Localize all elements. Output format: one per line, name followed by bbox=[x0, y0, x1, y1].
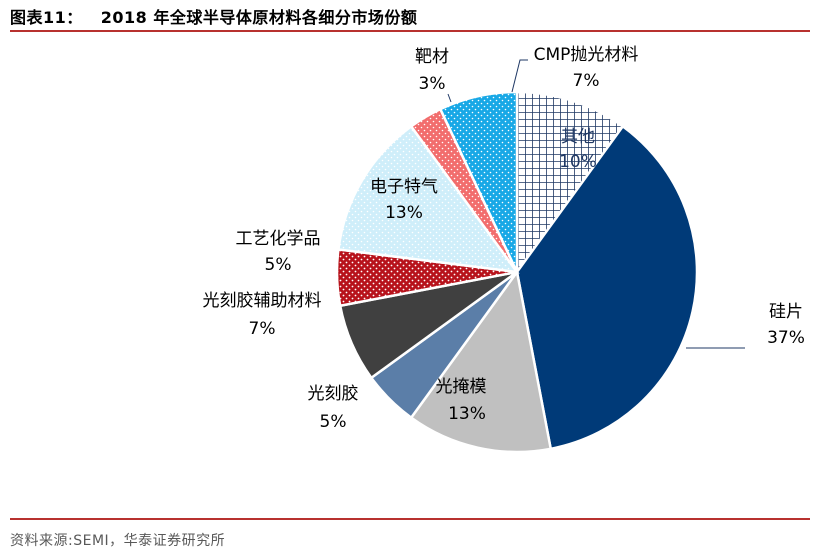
leader-line-8 bbox=[447, 93, 452, 103]
slice-value-label: 13% bbox=[448, 404, 486, 424]
figure-title: 图表11： 2018 年全球半导体原材料各细分市场份额 bbox=[10, 4, 417, 28]
slice-name-label: CMP抛光材料 bbox=[534, 45, 639, 65]
slice-value-label: 5% bbox=[265, 255, 292, 275]
pie-slice-9 bbox=[438, 90, 519, 273]
slice-value-label: 10% bbox=[559, 152, 597, 172]
slice-value-label: 3% bbox=[419, 74, 446, 94]
pie-slice-3 bbox=[409, 268, 553, 454]
leader-line-9 bbox=[511, 59, 528, 93]
source-note: 资料来源:SEMI，华泰证券研究所 bbox=[10, 533, 226, 549]
slice-value-label: 7% bbox=[249, 319, 276, 339]
figure-number: 图表11： bbox=[10, 8, 83, 27]
slice-name-label: 电子特气 bbox=[370, 177, 438, 197]
slice-name-label: 光刻胶 bbox=[308, 384, 359, 404]
slice-name-label: 硅片 bbox=[769, 302, 803, 322]
pie-slice-7 bbox=[337, 124, 520, 274]
pie-slice-2 bbox=[515, 124, 699, 451]
footer-divider bbox=[10, 518, 810, 520]
slice-name-label: 光刻胶辅助材料 bbox=[203, 291, 322, 311]
slice-value-label: 37% bbox=[767, 328, 805, 348]
slice-value-label: 5% bbox=[320, 412, 347, 432]
pie-slice-1 bbox=[515, 90, 625, 276]
slice-name-label: 靶材 bbox=[415, 47, 449, 67]
slice-name-label: 光掩模 bbox=[436, 377, 487, 397]
slice-name-label: 其他 bbox=[561, 127, 595, 147]
title-divider bbox=[10, 30, 810, 32]
slice-value-label: 13% bbox=[385, 203, 423, 223]
slice-name-label: 工艺化学品 bbox=[236, 229, 321, 249]
slice-value-label: 7% bbox=[573, 71, 600, 91]
figure-title-text: 2018 年全球半导体原材料各细分市场份额 bbox=[100, 8, 418, 27]
